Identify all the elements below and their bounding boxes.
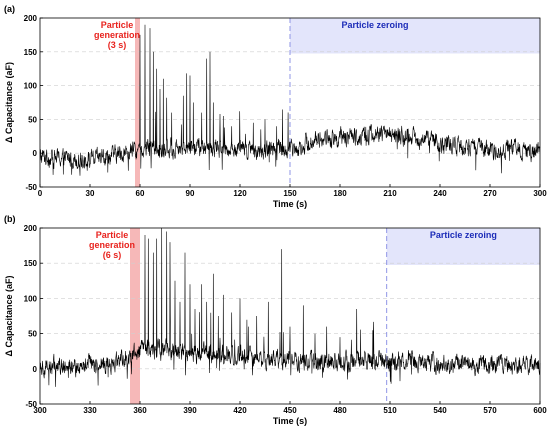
x-tick-label: 360 xyxy=(133,406,147,415)
y-tick-label: 50 xyxy=(28,330,37,339)
x-axis-label: Time (s) xyxy=(273,416,307,426)
x-tick-label: 180 xyxy=(333,189,347,198)
generation-label-line-2: generation xyxy=(89,240,135,250)
y-axis-ticks: -50 0 50 100 150 200 xyxy=(24,14,43,192)
x-tick-label: 540 xyxy=(433,406,447,415)
y-tick-label: 100 xyxy=(24,82,38,91)
x-tick-label: 570 xyxy=(483,406,497,415)
y-tick-label: 100 xyxy=(24,294,38,303)
x-tick-label: 330 xyxy=(83,406,97,415)
y-tick-label: 200 xyxy=(24,14,38,23)
y-tick-label: 50 xyxy=(28,115,37,124)
panel-label: (a) xyxy=(4,4,15,14)
x-tick-label: 300 xyxy=(33,406,47,415)
x-tick-label: 210 xyxy=(383,189,397,198)
panel-b: 300 330 360 390 420 450 480 510 540 570 600 -50 0 50… xyxy=(4,214,547,426)
x-tick-label: 270 xyxy=(483,189,497,198)
y-tick-label: 200 xyxy=(24,224,38,233)
y-axis-label: Δ Capacitance (aF) xyxy=(4,276,14,357)
x-tick-label: 150 xyxy=(283,189,297,198)
y-tick-label: -50 xyxy=(25,183,37,192)
generation-label-line-1: Particle xyxy=(96,230,129,240)
x-tick-label: 90 xyxy=(186,189,195,198)
y-tick-label: 0 xyxy=(33,365,38,374)
x-tick-label: 510 xyxy=(383,406,397,415)
panel-a: 0 30 60 90 120 150 180 210 240 270 300 -5005010015… xyxy=(4,4,547,209)
x-tick-label: 450 xyxy=(283,406,297,415)
generation-band xyxy=(135,18,140,187)
zeroing-label: Particle zeroing xyxy=(430,230,497,240)
gridlines xyxy=(40,262,540,370)
x-tick-label: 420 xyxy=(233,406,247,415)
y-tick-label: 0 xyxy=(33,149,38,158)
x-tick-label: 0 xyxy=(38,189,43,198)
generation-label-line-1: Particle xyxy=(101,20,134,30)
x-axis-ticks: 300 330 360 390 420 450 480 510 540 570 600 xyxy=(33,401,547,415)
capacitance-trace xyxy=(39,24,541,176)
y-tick-label: -50 xyxy=(25,400,37,409)
x-tick-label: 240 xyxy=(433,189,447,198)
x-tick-label: 120 xyxy=(233,189,247,198)
x-tick-label: 600 xyxy=(533,406,547,415)
y-axis-label: Δ Capacitance (aF) xyxy=(4,62,14,143)
generation-label-line-3: (3 s) xyxy=(108,40,127,50)
x-tick-label: 390 xyxy=(183,406,197,415)
generation-label-line-2: generation xyxy=(94,30,140,40)
x-tick-label: 480 xyxy=(333,406,347,415)
zeroing-region xyxy=(386,228,540,265)
zeroing-label: Particle zeroing xyxy=(341,20,408,30)
zeroing-region xyxy=(290,18,540,54)
y-axis-ticks: -50 0 50 100 150 200 xyxy=(24,224,43,409)
x-axis-label: Time (s) xyxy=(273,199,307,209)
generation-label-line-3: (6 s) xyxy=(103,250,122,260)
x-tick-label: 60 xyxy=(136,189,145,198)
generation-band xyxy=(130,228,140,404)
x-tick-label: 30 xyxy=(86,189,95,198)
y-tick-label: 150 xyxy=(24,259,38,268)
capacitance-trace xyxy=(39,227,541,387)
x-axis-ticks: 0 30 60 90 120 150 180 210 240 270 300 xyxy=(38,184,547,198)
panel-label: (b) xyxy=(4,214,16,224)
x-tick-label: 300 xyxy=(533,189,547,198)
y-tick-label: 150 xyxy=(24,48,38,57)
